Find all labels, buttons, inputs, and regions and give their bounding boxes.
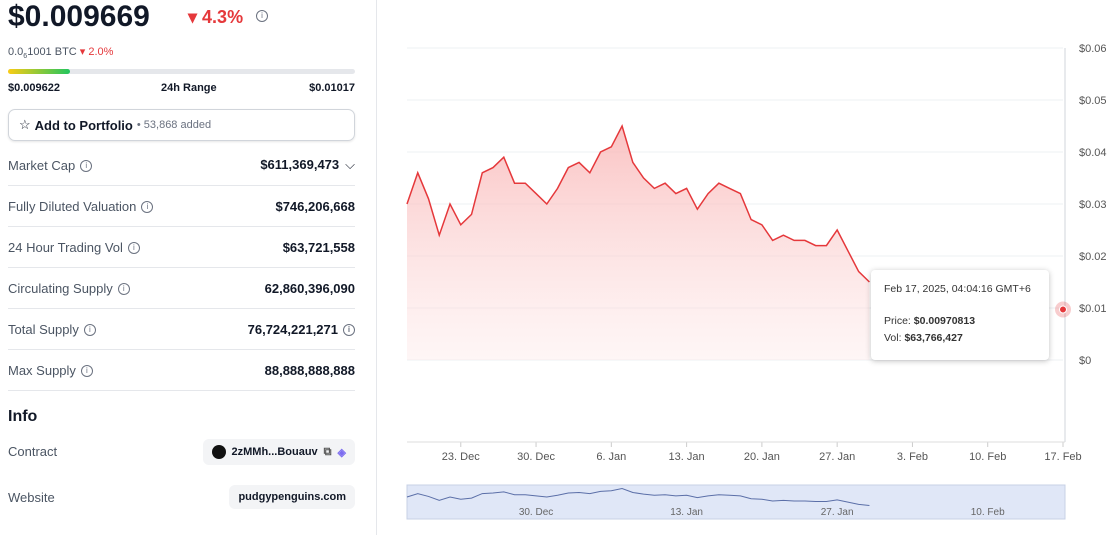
website-link[interactable]: pudgypenguins.com — [229, 485, 355, 509]
stat-row: Fully Diluted Valuation i $746,206,668 — [8, 186, 355, 227]
y-tick-label: $0.05 — [1079, 95, 1107, 107]
x-tick-label: 3. Feb — [897, 451, 928, 463]
stat-label-text: 24 Hour Trading Vol — [8, 239, 123, 255]
tooltip-date: Feb 17, 2025, 04:04:16 GMT+6 — [884, 283, 1031, 295]
stat-row: Max Supply i 88,888,888,888 — [8, 350, 355, 391]
navigator-line — [406, 487, 870, 506]
x-tick-label: 6. Jan — [596, 451, 626, 463]
stat-label: Total Supply i — [8, 322, 96, 337]
y-tick-label: $0 — [1079, 355, 1091, 367]
coin-panel: $0.009669 ▾ 4.3% i 0.061001 BTC ▾ 2.0% $… — [0, 0, 377, 535]
info-icon[interactable]: i — [83, 324, 96, 337]
price-line — [406, 123, 870, 283]
range-bar — [8, 69, 355, 74]
stat-label: Max Supply i — [8, 363, 93, 378]
stat-label-text: Total Supply — [8, 321, 79, 337]
tooltip-vol-label: Vol: — [884, 332, 902, 344]
contract-label: Contract — [8, 444, 58, 459]
button-label: Add to Portfolio — [34, 117, 133, 133]
add-portfolio-button[interactable]: ☆ Add to Portfolio • 53,868 added — [8, 109, 355, 141]
stat-label-text: Max Supply — [8, 362, 76, 378]
price-chart: $0 $0.01 $0.02 $0.03 $0.04 $0.05 $0.06 23. Dec 3… — [406, 43, 1107, 520]
hover-point — [1059, 305, 1067, 314]
btc-change-value: 2.0% — [88, 46, 114, 58]
stat-value: $611,369,473 ⌵ — [260, 157, 355, 173]
price-area — [407, 126, 870, 360]
stat-value: 76,724,221,271 i — [248, 322, 355, 337]
price-change-value: 4.3% — [202, 7, 244, 27]
btc-change: ▾ 2.0% — [79, 46, 114, 58]
y-tick-label: $0.04 — [1079, 147, 1107, 159]
navigator-label: 13. Jan — [670, 507, 703, 518]
info-icon[interactable]: i — [256, 10, 268, 22]
info-icon[interactable]: i — [80, 365, 93, 378]
stat-value: $746,206,668 — [275, 199, 355, 214]
stat-label: Fully Diluted Valuation i — [8, 198, 154, 214]
expand-icon[interactable]: ⌵ — [345, 157, 355, 172]
navigator-label: 10. Feb — [971, 507, 1005, 518]
stat-value-text: 62,860,396,090 — [264, 280, 355, 296]
contract-address: 2zMMh...Bouauv — [231, 446, 318, 458]
contract-chip[interactable]: 2zMMh...Bouauv ⧉ ◈ — [202, 439, 355, 465]
stat-value-text: $63,721,558 — [282, 239, 355, 255]
tooltip-price-value: $0.00970813 — [913, 315, 976, 327]
info-title: Info — [8, 408, 38, 425]
y-tick-label: $0.06 — [1079, 43, 1107, 55]
y-tick-label: $0.01 — [1079, 303, 1107, 315]
x-tick-label: 30. Dec — [517, 451, 555, 463]
price-change: ▾ 4.3% — [188, 7, 244, 27]
stat-label: 24 Hour Trading Vol i — [8, 240, 140, 255]
info-icon[interactable]: i — [343, 324, 355, 337]
y-tick-label: $0.03 — [1079, 199, 1107, 211]
range-low: $0.009622 — [8, 82, 60, 94]
btc-price: 0.061001 BTC ▾ 2.0% — [8, 45, 113, 60]
stat-label-text: Circulating Supply — [8, 280, 113, 296]
stat-row: Market Cap i $611,369,473 ⌵ — [8, 145, 355, 186]
navigator[interactable] — [406, 484, 1066, 520]
tooltip-price: Price: $0.00970813 — [884, 315, 975, 327]
stat-value-text: 76,724,221,271 — [247, 321, 338, 337]
navigator-label: 27. Jan — [821, 507, 854, 518]
tooltip: Feb 17, 2025, 04:04:16 GMT+6 Price: $0.0… — [871, 270, 1049, 360]
stat-label: Market Cap i — [8, 157, 93, 173]
tooltip-vol-value: $63,766,427 — [904, 332, 963, 344]
y-tick-label: $0.02 — [1079, 251, 1107, 263]
x-tick-label: 23. Dec — [442, 451, 480, 463]
info-icon[interactable]: i — [127, 242, 140, 255]
x-tick-label: 17. Feb — [1044, 451, 1081, 463]
stat-value: 88,888,888,888 — [265, 363, 355, 378]
range-label: 24h Range — [161, 82, 217, 94]
tooltip-price-label: Price: — [884, 315, 911, 327]
stat-label-text: Market Cap — [8, 157, 76, 173]
navigator-label: 30. Dec — [519, 507, 553, 518]
stat-value-text: $746,206,668 — [275, 198, 355, 214]
added-count: 53,868 added — [143, 119, 212, 131]
info-icon[interactable]: i — [117, 283, 130, 296]
price: $0.009669 — [8, 0, 150, 33]
stat-row: Total Supply i 76,724,221,271 i — [8, 309, 355, 350]
stat-value: 62,860,396,090 — [265, 281, 355, 296]
x-tick-label: 27. Jan — [819, 451, 855, 463]
x-tick-label: 20. Jan — [744, 451, 780, 463]
info-icon[interactable]: i — [80, 160, 93, 173]
btc-rest: 1001 BTC — [27, 46, 77, 58]
stat-row: 24 Hour Trading Vol i $63,721,558 — [8, 227, 355, 268]
btc-main: 0.0 — [8, 46, 24, 58]
tooltip-vol: Vol: $63,766,427 — [884, 332, 963, 344]
x-tick-label: 10. Feb — [969, 451, 1006, 463]
info-icon[interactable]: i — [141, 201, 154, 214]
stat-value-text: $611,369,473 — [260, 157, 340, 172]
range-high: $0.01017 — [309, 82, 355, 94]
stat-label: Circulating Supply i — [8, 281, 130, 296]
stat-value-text: 88,888,888,888 — [264, 362, 355, 378]
btc-sub: 6 — [23, 53, 28, 61]
x-tick-label: 13. Jan — [669, 451, 705, 463]
website-label: Website — [8, 490, 55, 505]
range-fill — [8, 69, 70, 74]
stat-label-text: Fully Diluted Valuation — [8, 198, 137, 214]
stat-row: Circulating Supply i 62,860,396,090 — [8, 268, 355, 309]
stat-value: $63,721,558 — [283, 240, 355, 255]
